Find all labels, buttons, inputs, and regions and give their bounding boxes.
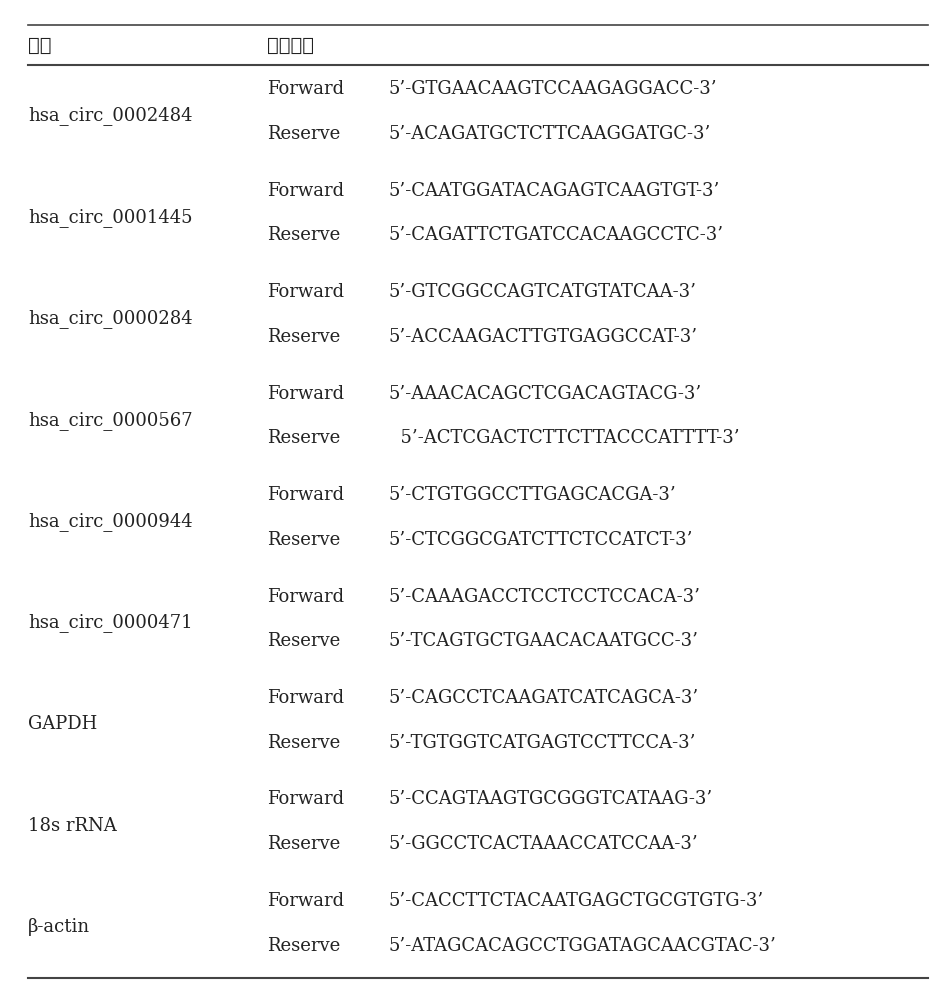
Text: Forward: Forward bbox=[267, 689, 344, 707]
Text: 5’-ACTCGACTCTTCTTACCCATTTT-3’: 5’-ACTCGACTCTTCTTACCCATTTT-3’ bbox=[388, 429, 739, 447]
Text: 5’-TGTGGTCATGAGTCCTTCCA-3’: 5’-TGTGGTCATGAGTCCTTCCA-3’ bbox=[388, 734, 695, 752]
Text: hsa_circ_0002484: hsa_circ_0002484 bbox=[28, 106, 193, 125]
Text: Reserve: Reserve bbox=[267, 937, 340, 955]
Text: Reserve: Reserve bbox=[267, 328, 340, 346]
Text: Forward: Forward bbox=[267, 892, 344, 910]
Text: 5’-ATAGCACAGCCTGGATAGCAACGTAC-3’: 5’-ATAGCACAGCCTGGATAGCAACGTAC-3’ bbox=[388, 937, 776, 955]
Text: 18s rRNA: 18s rRNA bbox=[28, 817, 117, 835]
Text: hsa_circ_0000284: hsa_circ_0000284 bbox=[28, 309, 193, 328]
Text: Forward: Forward bbox=[267, 385, 344, 403]
Text: Reserve: Reserve bbox=[267, 226, 340, 244]
Text: 基因: 基因 bbox=[28, 35, 51, 54]
Text: Forward: Forward bbox=[267, 80, 344, 98]
Text: 5’-CACCTTCTACAATGAGCTGCGTGTG-3’: 5’-CACCTTCTACAATGAGCTGCGTGTG-3’ bbox=[388, 892, 763, 910]
Text: 5’-ACAGATGCTCTTCAAGGATGC-3’: 5’-ACAGATGCTCTTCAAGGATGC-3’ bbox=[388, 125, 710, 143]
Text: hsa_circ_0000471: hsa_circ_0000471 bbox=[28, 613, 193, 632]
Text: Forward: Forward bbox=[267, 588, 344, 606]
Text: 5’-GGCCTCACTAAACCATCCAA-3’: 5’-GGCCTCACTAAACCATCCAA-3’ bbox=[388, 835, 698, 853]
Text: hsa_circ_0000567: hsa_circ_0000567 bbox=[28, 411, 193, 430]
Text: Forward: Forward bbox=[267, 283, 344, 301]
Text: hsa_circ_0001445: hsa_circ_0001445 bbox=[28, 208, 193, 227]
Text: Reserve: Reserve bbox=[267, 835, 340, 853]
Text: 5’-GTGAACAAGTCCAAGAGGACC-3’: 5’-GTGAACAAGTCCAAGAGGACC-3’ bbox=[388, 80, 717, 98]
Text: GAPDH: GAPDH bbox=[28, 715, 97, 733]
Text: Reserve: Reserve bbox=[267, 632, 340, 650]
Text: Forward: Forward bbox=[267, 486, 344, 504]
Text: 5’-CAGCCTCAAGATCATCAGCA-3’: 5’-CAGCCTCAAGATCATCAGCA-3’ bbox=[388, 689, 698, 707]
Text: Reserve: Reserve bbox=[267, 531, 340, 549]
Text: 5’-AAACACAGCTCGACAGTACG-3’: 5’-AAACACAGCTCGACAGTACG-3’ bbox=[388, 385, 701, 403]
Text: β-actin: β-actin bbox=[28, 918, 90, 936]
Text: Forward: Forward bbox=[267, 182, 344, 200]
Text: 5’-TCAGTGCTGAACACAATGCC-3’: 5’-TCAGTGCTGAACACAATGCC-3’ bbox=[388, 632, 698, 650]
Text: 5’-CCAGTAAGTGCGGGTCATAAG-3’: 5’-CCAGTAAGTGCGGGTCATAAG-3’ bbox=[388, 790, 712, 808]
Text: 引物序列: 引物序列 bbox=[267, 35, 314, 54]
Text: 5’-ACCAAGACTTGTGAGGCCAT-3’: 5’-ACCAAGACTTGTGAGGCCAT-3’ bbox=[388, 328, 697, 346]
Text: Reserve: Reserve bbox=[267, 429, 340, 447]
Text: 5’-CAAAGACCTCCTCCTCCACA-3’: 5’-CAAAGACCTCCTCCTCCACA-3’ bbox=[388, 588, 700, 606]
Text: 5’-CAATGGATACAGAGTCAAGTGT-3’: 5’-CAATGGATACAGAGTCAAGTGT-3’ bbox=[388, 182, 720, 200]
Text: 5’-CAGATTCTGATCCACAAGCCTC-3’: 5’-CAGATTCTGATCCACAAGCCTC-3’ bbox=[388, 226, 724, 244]
Text: Forward: Forward bbox=[267, 790, 344, 808]
Text: 5’-CTCGGCGATCTTCTCCATCT-3’: 5’-CTCGGCGATCTTCTCCATCT-3’ bbox=[388, 531, 693, 549]
Text: 5’-CTGTGGCCTTGAGCACGA-3’: 5’-CTGTGGCCTTGAGCACGA-3’ bbox=[388, 486, 676, 504]
Text: Reserve: Reserve bbox=[267, 734, 340, 752]
Text: hsa_circ_0000944: hsa_circ_0000944 bbox=[28, 512, 193, 531]
Text: 5’-GTCGGCCAGTCATGTATCAA-3’: 5’-GTCGGCCAGTCATGTATCAA-3’ bbox=[388, 283, 696, 301]
Text: Reserve: Reserve bbox=[267, 125, 340, 143]
